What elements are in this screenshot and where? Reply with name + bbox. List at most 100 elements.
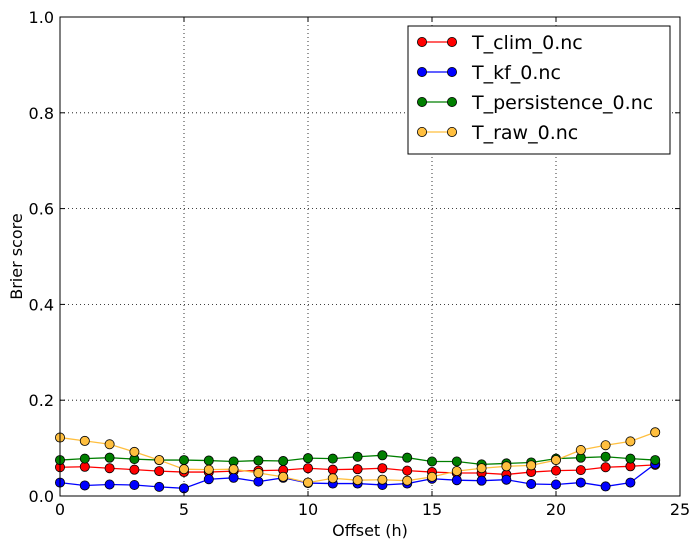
legend: T_clim_0.nc T_kf_0.nc T_persistence_0.nc T_… (407, 25, 671, 155)
data-point (600, 440, 611, 451)
y-tick-label: 0.2 (29, 391, 54, 410)
data-point (154, 481, 165, 492)
data-point (575, 477, 586, 488)
data-point (451, 456, 462, 467)
x-tick-label: 0 (55, 500, 65, 519)
data-point (129, 479, 140, 490)
data-point (451, 475, 462, 486)
axis-ticks: 0 5 10 15 20 25 0.0 0.2 0.4 0.6 0.8 1.0 (29, 8, 691, 519)
data-point (575, 445, 586, 456)
data-point (377, 474, 388, 485)
data-point (377, 450, 388, 461)
data-point (402, 475, 413, 486)
data-point (476, 463, 487, 474)
x-axis-label: Offset (h) (332, 521, 408, 540)
legend-marker (416, 37, 427, 48)
data-point (600, 481, 611, 492)
data-point (650, 455, 661, 466)
x-tick-label: 20 (546, 500, 566, 519)
data-point (526, 479, 537, 490)
y-tick-label: 0.4 (29, 295, 54, 314)
data-point (600, 462, 611, 473)
y-axis-label: Brier score (7, 213, 26, 300)
data-point (253, 476, 264, 487)
data-point (79, 453, 90, 464)
y-tick-label: 1.0 (29, 8, 54, 27)
plot-frame (59, 16, 681, 497)
data-point (302, 453, 313, 464)
data-point (501, 461, 512, 472)
data-point (526, 460, 537, 471)
data-point (426, 456, 437, 467)
legend-marker (446, 67, 457, 78)
data-point (104, 479, 115, 490)
data-point (178, 455, 189, 466)
data-point (79, 480, 90, 491)
data-point (154, 455, 165, 466)
legend-entry: T_kf_0.nc (416, 62, 561, 84)
data-point (278, 456, 289, 467)
data-point (402, 452, 413, 463)
data-point (302, 477, 313, 488)
data-point (551, 455, 562, 466)
data-point (228, 464, 239, 475)
legend-marker (446, 37, 457, 48)
data-point (327, 473, 338, 484)
data-point (203, 455, 214, 466)
data-point (327, 453, 338, 464)
data-point (600, 451, 611, 462)
data-point (501, 474, 512, 485)
data-point (625, 436, 636, 447)
series-T_kf_0.nc (55, 458, 661, 494)
data-point (302, 463, 313, 474)
data-point (625, 477, 636, 488)
data-point (79, 435, 90, 446)
legend-label: T_clim_0.nc (471, 32, 583, 54)
data-point (129, 464, 140, 475)
data-series (55, 427, 661, 494)
legend-marker (416, 97, 427, 108)
data-point (426, 471, 437, 482)
y-tick-label: 0.6 (29, 200, 54, 219)
y-tick-label: 0.0 (29, 487, 54, 506)
legend-entry: T_clim_0.nc (416, 32, 583, 54)
legend-marker (446, 127, 457, 138)
data-point (650, 427, 661, 438)
data-point (575, 465, 586, 476)
data-point (253, 468, 264, 479)
data-point (352, 475, 363, 486)
data-point (377, 463, 388, 474)
legend-entry: T_raw_0.nc (416, 122, 578, 144)
data-point (352, 451, 363, 462)
legend-label: T_persistence_0.nc (471, 92, 653, 114)
legend-entry: T_persistence_0.nc (416, 92, 653, 114)
data-point (402, 465, 413, 476)
legend-marker (446, 97, 457, 108)
data-point (625, 453, 636, 464)
data-point (451, 466, 462, 477)
legend-label: T_raw_0.nc (471, 122, 578, 144)
legend-marker (416, 127, 427, 138)
data-point (154, 466, 165, 477)
data-point (551, 465, 562, 476)
data-point (228, 472, 239, 483)
legend-marker (416, 67, 427, 78)
data-point (129, 446, 140, 457)
data-point (104, 452, 115, 463)
data-point (551, 479, 562, 490)
data-point (476, 475, 487, 486)
data-point (104, 463, 115, 474)
data-point (203, 464, 214, 475)
data-point (352, 464, 363, 475)
data-point (278, 471, 289, 482)
legend-label: T_kf_0.nc (471, 62, 561, 84)
series-T_raw_0.nc (55, 427, 661, 488)
x-tick-label: 5 (179, 500, 189, 519)
data-point (178, 464, 189, 475)
data-point (253, 455, 264, 466)
y-tick-label: 0.8 (29, 104, 54, 123)
x-tick-label: 25 (670, 500, 690, 519)
data-point (203, 474, 214, 485)
data-point (104, 439, 115, 450)
